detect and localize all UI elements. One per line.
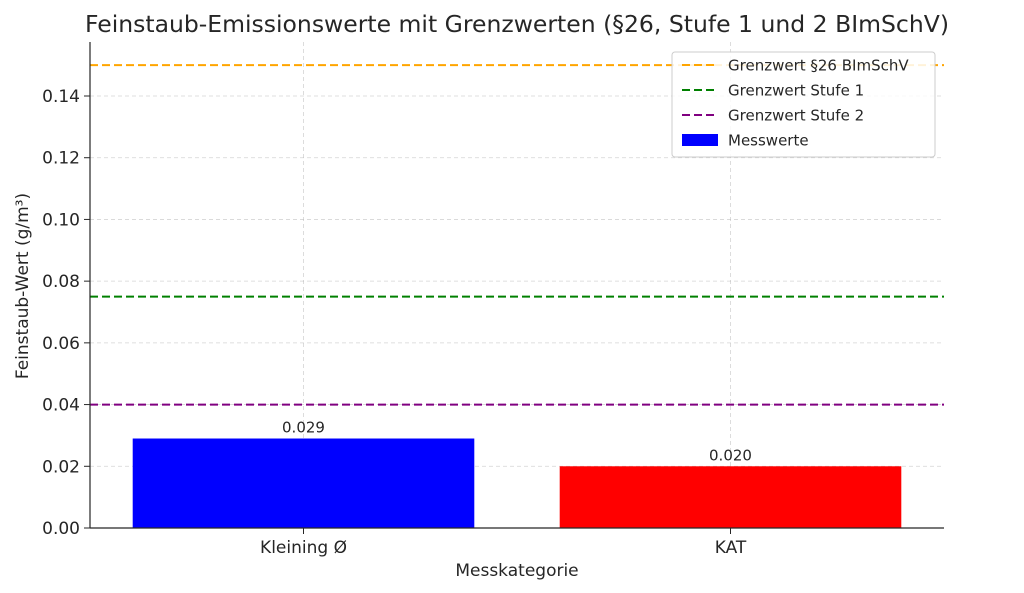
y-tick-label: 0.02 <box>42 457 80 477</box>
y-tick-label: 0.06 <box>42 334 80 354</box>
y-tick-label: 0.00 <box>42 519 80 539</box>
y-tick-label: 0.08 <box>42 272 80 292</box>
y-tick-label: 0.10 <box>42 210 80 230</box>
bar <box>132 438 475 528</box>
x-ticks: Kleining Ø KAT <box>260 528 747 558</box>
y-tick-label: 0.12 <box>42 149 80 169</box>
legend-label: Messwerte <box>728 132 809 150</box>
bar-value-label: 0.029 <box>282 419 325 437</box>
legend-frame <box>671 51 936 158</box>
bar-value-label: 0.020 <box>709 446 752 464</box>
bars <box>132 438 902 528</box>
y-axis-label: Feinstaub-Wert (g/m³) <box>13 193 33 379</box>
legend-label: Grenzwert Stufe 2 <box>728 107 864 125</box>
legend: Grenzwert §26 BImSchV Grenzwert Stufe 1 Gr… <box>671 51 936 158</box>
y-ticks: 0.00 0.02 0.04 0.06 0.08 0.10 0.12 0.14 <box>42 87 90 539</box>
x-axis-label: Messkategorie <box>455 561 578 581</box>
y-tick-label: 0.14 <box>42 87 80 107</box>
legend-swatch <box>682 134 718 146</box>
legend-label: Grenzwert §26 BImSchV <box>728 57 909 75</box>
bar <box>559 466 902 528</box>
chart-title: Feinstaub-Emissionswerte mit Grenzwerten… <box>85 10 949 38</box>
y-tick-label: 0.04 <box>42 396 80 416</box>
value-labels: 0.029 0.020 <box>282 419 752 465</box>
x-tick-label: Kleining Ø <box>260 538 347 558</box>
legend-label: Grenzwert Stufe 1 <box>728 82 864 100</box>
x-tick-label: KAT <box>715 538 747 558</box>
